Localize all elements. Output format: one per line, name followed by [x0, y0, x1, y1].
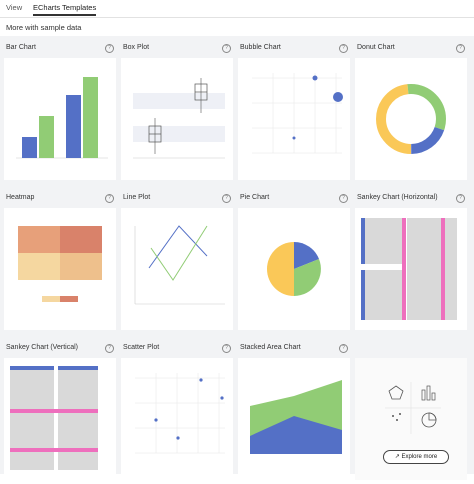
- card-title: Donut Chart: [357, 44, 395, 51]
- template-card-stacked-area-chart[interactable]: Stacked Area Chart ?: [238, 344, 350, 484]
- explore-more-label: Explore more: [401, 454, 438, 460]
- stacked-area-thumbnail[interactable]: [238, 358, 350, 480]
- explore-more-panel: ↗ Explore more: [355, 358, 467, 480]
- bubble-chart-thumbnail[interactable]: [238, 58, 350, 180]
- template-card-heatmap[interactable]: Heatmap ?: [4, 194, 116, 334]
- box-plot-thumbnail[interactable]: [121, 58, 233, 180]
- help-icon[interactable]: ?: [339, 344, 348, 353]
- external-link-icon: ↗: [394, 454, 400, 460]
- card-title: Bar Chart: [6, 44, 36, 51]
- explore-more-card: ↗ Explore more: [355, 344, 467, 484]
- help-icon[interactable]: ?: [105, 194, 114, 203]
- tab-echarts-templates[interactable]: ECharts Templates: [33, 3, 97, 16]
- section-heading: More with sample data: [6, 23, 82, 32]
- card-title: Line Plot: [123, 194, 151, 201]
- card-title: Heatmap: [6, 194, 35, 201]
- help-icon[interactable]: ?: [222, 344, 231, 353]
- card-title: Bubble Chart: [240, 44, 281, 51]
- help-icon[interactable]: ?: [222, 194, 231, 203]
- template-card-bar-chart[interactable]: Bar Chart ?: [4, 44, 116, 184]
- template-card-scatter-plot[interactable]: Scatter Plot ?: [121, 344, 233, 484]
- template-card-pie-chart[interactable]: Pie Chart ?: [238, 194, 350, 334]
- help-icon[interactable]: ?: [456, 44, 465, 53]
- help-icon[interactable]: ?: [339, 44, 348, 53]
- tab-bar: View ECharts Templates: [0, 0, 474, 18]
- heatmap-thumbnail[interactable]: [4, 208, 116, 330]
- card-title: Pie Chart: [240, 194, 270, 201]
- template-card-line-plot[interactable]: Line Plot ?: [121, 194, 233, 334]
- sankey-vertical-thumbnail[interactable]: [4, 358, 116, 480]
- explore-more-button[interactable]: ↗ Explore more: [383, 450, 449, 464]
- help-icon[interactable]: ?: [456, 194, 465, 203]
- help-icon[interactable]: ?: [339, 194, 348, 203]
- template-card-donut-chart[interactable]: Donut Chart ?: [355, 44, 467, 184]
- template-card-box-plot[interactable]: Box Plot ?: [121, 44, 233, 184]
- template-card-sankey-horizontal[interactable]: Sankey Chart (Horizontal) ?: [355, 194, 467, 334]
- template-card-sankey-vertical[interactable]: Sankey Chart (Vertical) ?: [4, 344, 116, 484]
- bar-chart-thumbnail[interactable]: [4, 58, 116, 180]
- help-icon[interactable]: ?: [105, 344, 114, 353]
- card-title: Sankey Chart (Vertical): [6, 344, 78, 351]
- scatter-plot-thumbnail[interactable]: [121, 358, 233, 480]
- template-grid: Bar Chart ? Box Plot ?: [0, 36, 474, 480]
- card-title: Scatter Plot: [123, 344, 160, 351]
- sankey-horizontal-thumbnail[interactable]: [355, 208, 467, 330]
- card-title: Stacked Area Chart: [240, 344, 301, 351]
- tab-view[interactable]: View: [6, 3, 23, 12]
- help-icon[interactable]: ?: [105, 44, 114, 53]
- pie-chart-thumbnail[interactable]: [238, 208, 350, 330]
- help-icon[interactable]: ?: [222, 44, 231, 53]
- card-title: Box Plot: [123, 44, 150, 51]
- card-title: Sankey Chart (Horizontal): [357, 194, 438, 201]
- line-plot-thumbnail[interactable]: [121, 208, 233, 330]
- donut-chart-thumbnail[interactable]: [355, 58, 467, 180]
- template-card-bubble-chart[interactable]: Bubble Chart ?: [238, 44, 350, 184]
